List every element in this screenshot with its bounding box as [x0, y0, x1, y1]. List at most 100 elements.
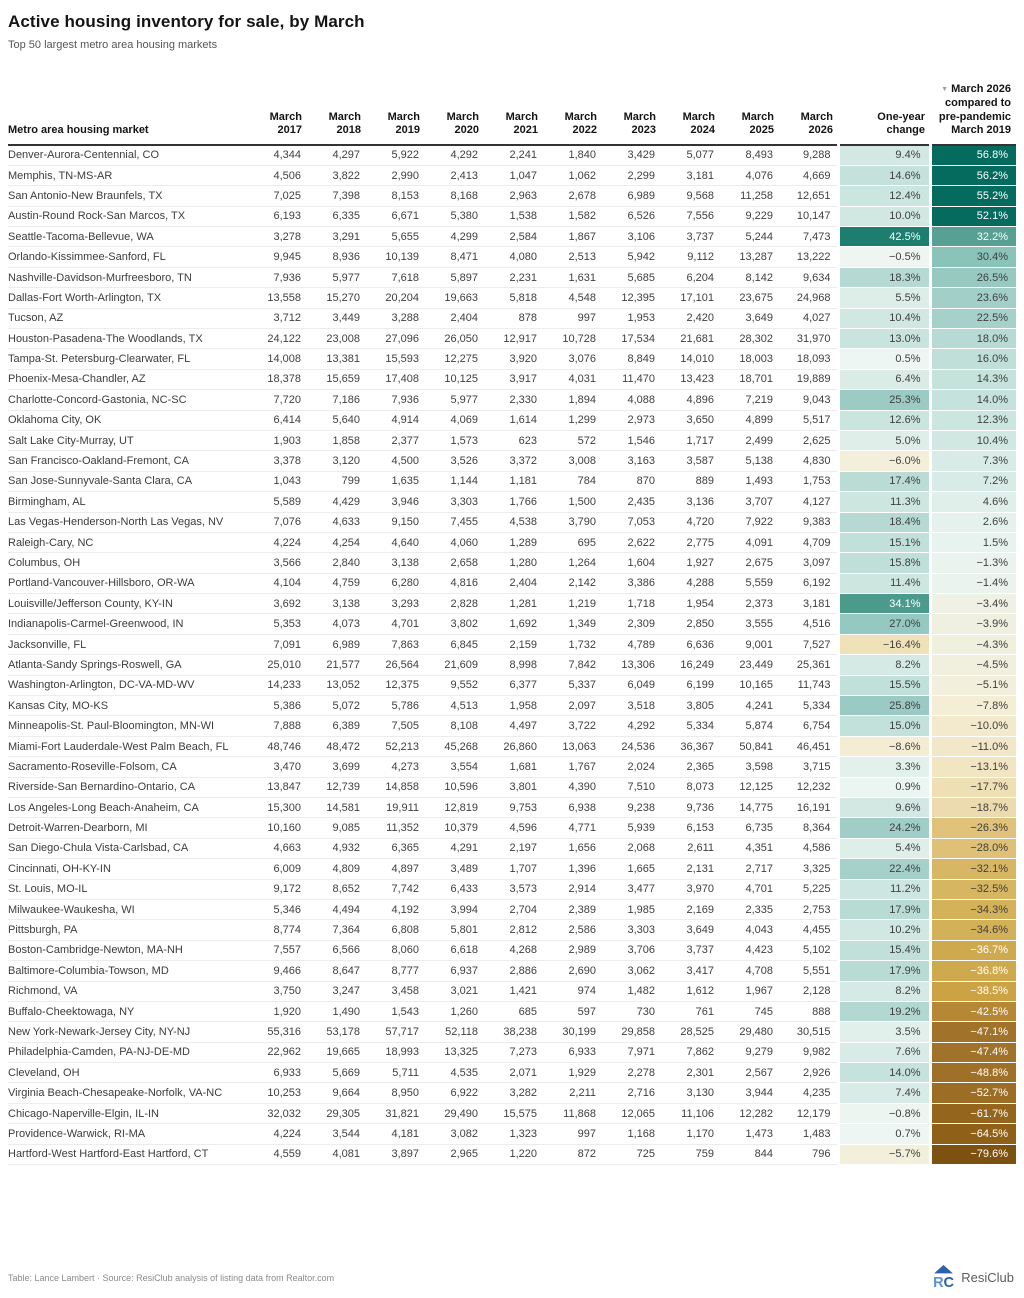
vs-2019-cell: 14.0% — [928, 389, 1016, 411]
column-header-year[interactable]: March 2022 — [543, 81, 602, 146]
inventory-value: 2,675 — [720, 552, 779, 574]
inventory-value: 3,737 — [661, 226, 720, 248]
inventory-value: 7,742 — [366, 879, 425, 900]
inventory-value: 4,241 — [720, 695, 779, 717]
one-year-change-cell: 17.9% — [836, 960, 930, 982]
inventory-value: 18,701 — [720, 369, 779, 391]
inventory-value: 5,551 — [779, 960, 838, 982]
inventory-value: 3,378 — [248, 450, 307, 472]
inventory-value: 4,073 — [307, 613, 366, 635]
inventory-value: 8,364 — [779, 817, 838, 839]
inventory-value: 6,009 — [248, 858, 307, 880]
inventory-value: 13,306 — [602, 654, 661, 676]
vs-2019-cell: −52.7% — [928, 1082, 1016, 1104]
vs-2019-cell: −47.1% — [928, 1021, 1016, 1043]
inventory-value: 2,990 — [366, 165, 425, 187]
inventory-value: 18,378 — [248, 369, 307, 391]
one-year-change-cell: 3.5% — [836, 1021, 930, 1043]
inventory-value: 3,008 — [543, 450, 602, 472]
column-header-year[interactable]: March 2024 — [661, 81, 720, 146]
inventory-value: 8,774 — [248, 919, 307, 941]
column-header-metro[interactable]: Metro area housing market — [8, 81, 248, 146]
inventory-value: 2,211 — [543, 1082, 602, 1104]
column-header-one-year-change[interactable]: One-year change — [838, 81, 930, 146]
inventory-value: 12,282 — [720, 1103, 779, 1125]
inventory-value: 2,625 — [779, 430, 838, 452]
inventory-value: 3,247 — [307, 981, 366, 1002]
inventory-value: 12,651 — [779, 185, 838, 207]
inventory-value: 1,717 — [661, 430, 720, 452]
column-header-year[interactable]: March 2026 — [779, 81, 838, 146]
inventory-value: 21,609 — [425, 654, 484, 676]
inventory-value: 4,235 — [779, 1082, 838, 1104]
vs-2019-cell: 10.4% — [928, 430, 1016, 452]
one-year-change-cell: 10.4% — [836, 308, 930, 330]
inventory-value: 6,933 — [248, 1062, 307, 1084]
vs-2019-cell: −1.3% — [928, 552, 1016, 574]
table-header: Metro area housing market March 2017 March… — [8, 81, 1016, 146]
inventory-value: 7,091 — [248, 634, 307, 656]
column-header-year[interactable]: March 2019 — [366, 81, 425, 146]
inventory-value: 4,268 — [484, 940, 543, 962]
inventory-value: 17,101 — [661, 287, 720, 309]
inventory-value: 4,709 — [779, 532, 838, 554]
column-header-year[interactable]: March 2020 — [425, 81, 484, 146]
column-header-vs-2019[interactable]: ▼ March 2026 compared to pre-pandemic Mar… — [930, 81, 1016, 146]
inventory-value: 3,082 — [425, 1123, 484, 1145]
vs-2019-cell: −1.4% — [928, 573, 1016, 595]
inventory-value: 7,025 — [248, 185, 307, 207]
inventory-value: 31,970 — [779, 328, 838, 350]
inventory-value: 2,926 — [779, 1062, 838, 1084]
inventory-value: 1,289 — [484, 532, 543, 554]
inventory-value: 5,353 — [248, 613, 307, 635]
inventory-value: 5,380 — [425, 206, 484, 228]
svg-text:R: R — [933, 1275, 944, 1290]
table-row: Birmingham, AL 5,589 4,429 3,946 3,303 1,766 1… — [8, 491, 1016, 513]
inventory-value: 9,982 — [779, 1042, 838, 1064]
inventory-value: 25,361 — [779, 654, 838, 676]
inventory-value: 761 — [661, 1001, 720, 1023]
vs-2019-cell: 18.0% — [928, 328, 1016, 350]
inventory-value: 1,692 — [484, 613, 543, 635]
one-year-change-cell: −16.4% — [836, 634, 930, 656]
inventory-value: 3,076 — [543, 348, 602, 370]
resiclub-logo[interactable]: R C ResiClub — [931, 1265, 1014, 1290]
column-header-year[interactable]: March 2018 — [307, 81, 366, 146]
inventory-value: 2,435 — [602, 491, 661, 513]
inventory-value: 15,270 — [307, 287, 366, 309]
inventory-value: 3,737 — [661, 940, 720, 962]
table-row: Detroit-Warren-Dearborn, MI 10,160 9,085 11… — [8, 817, 1016, 839]
table-row: Washington-Arlington, DC-VA-MD-WV 14,233 1… — [8, 675, 1016, 697]
inventory-value: 2,704 — [484, 899, 543, 921]
inventory-value: 5,977 — [425, 389, 484, 411]
inventory-value: 5,244 — [720, 226, 779, 248]
inventory-value: 3,822 — [307, 165, 366, 187]
column-header-year[interactable]: March 2021 — [484, 81, 543, 146]
column-header-year[interactable]: March 2023 — [602, 81, 661, 146]
inventory-value: 2,886 — [484, 960, 543, 982]
vs-2019-cell: 14.3% — [928, 369, 1016, 391]
inventory-value: 6,735 — [720, 817, 779, 839]
inventory-value: 6,199 — [661, 675, 720, 697]
inventory-value: 5,072 — [307, 695, 366, 717]
metro-name: Nashville-Davidson-Murfreesboro, TN — [8, 267, 248, 289]
inventory-value: 8,153 — [366, 185, 425, 207]
inventory-value: 2,389 — [543, 899, 602, 921]
one-year-change-cell: 12.6% — [836, 410, 930, 431]
inventory-value: 18,003 — [720, 348, 779, 370]
inventory-value: 872 — [543, 1144, 602, 1166]
metro-name: Dallas-Fort Worth-Arlington, TX — [8, 287, 248, 309]
inventory-value: 3,449 — [307, 308, 366, 330]
vs-2019-cell: −4.3% — [928, 634, 1016, 656]
inventory-value: 5,225 — [779, 879, 838, 900]
one-year-change-cell: 17.9% — [836, 899, 930, 921]
inventory-value: 24,968 — [779, 287, 838, 309]
inventory-value: 725 — [602, 1144, 661, 1166]
column-header-year[interactable]: March 2017 — [248, 81, 307, 146]
inventory-value: 5,640 — [307, 410, 366, 431]
inventory-value: 7,076 — [248, 512, 307, 533]
column-header-year[interactable]: March 2025 — [720, 81, 779, 146]
inventory-value: 1,732 — [543, 634, 602, 656]
inventory-value: 7,842 — [543, 654, 602, 676]
table-row: San Diego-Chula Vista-Carlsbad, CA 4,663 4… — [8, 838, 1016, 860]
